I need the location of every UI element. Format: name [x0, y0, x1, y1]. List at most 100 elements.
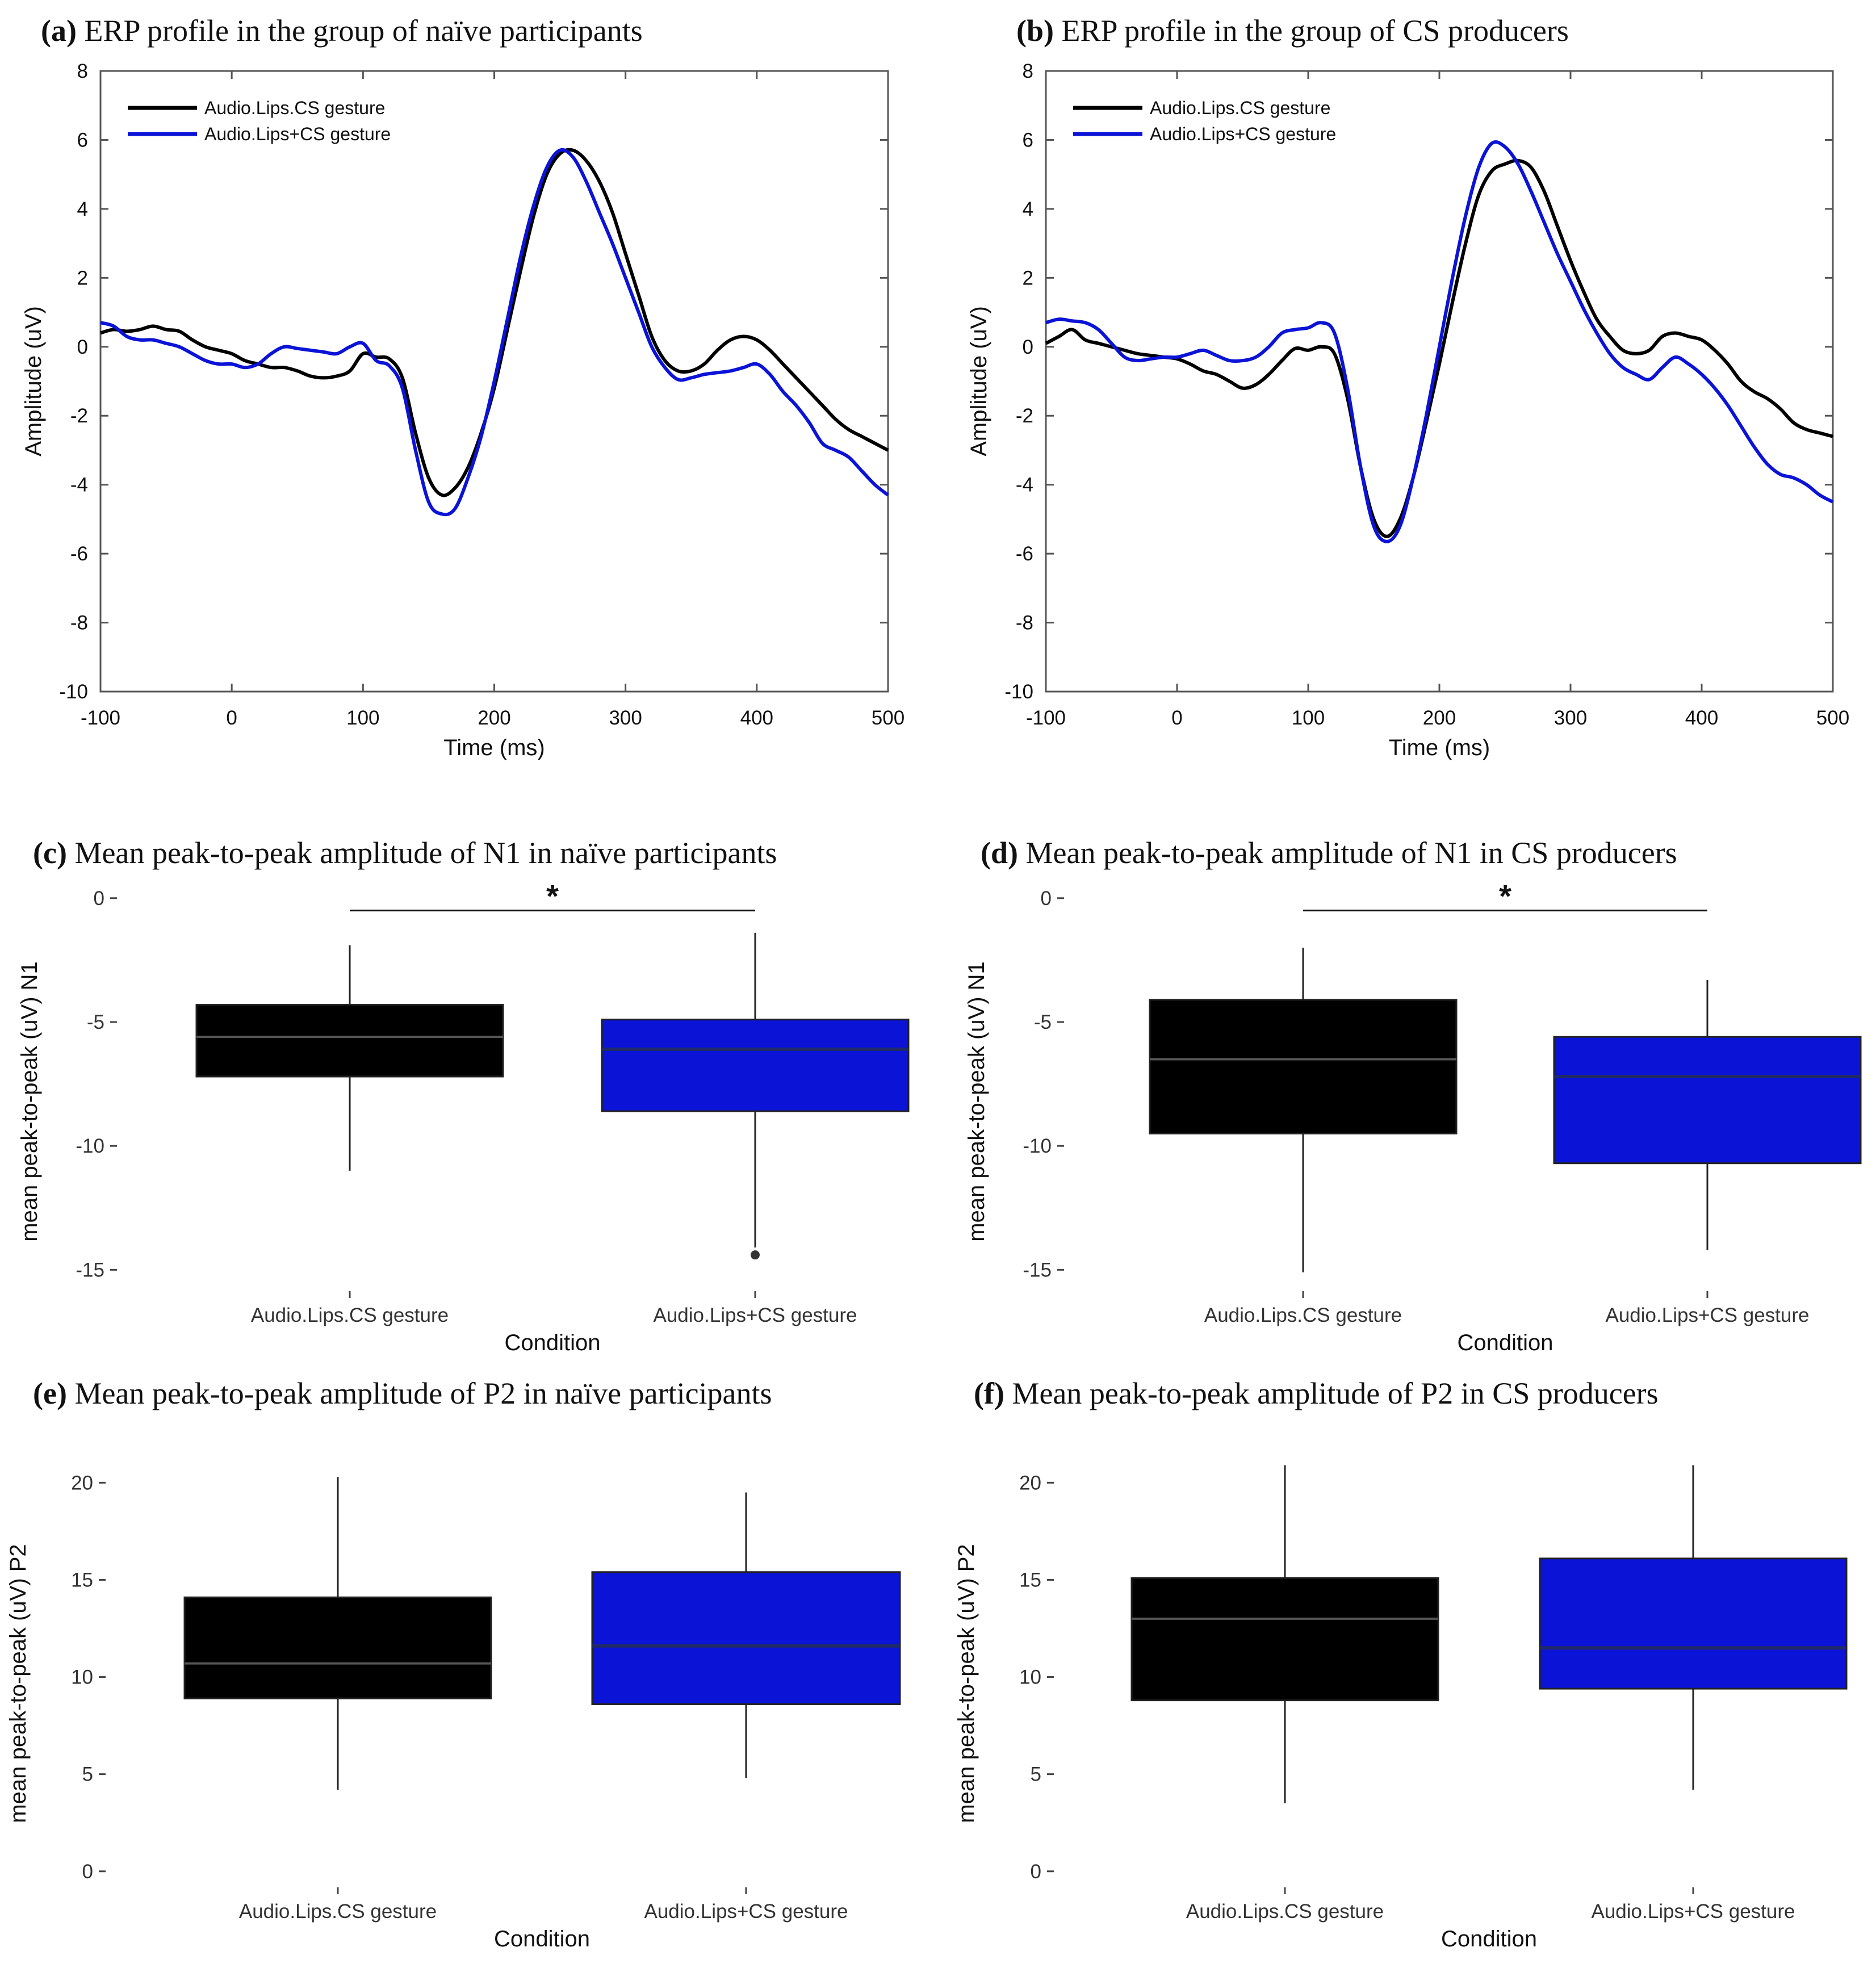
y-axis-label: mean peak-to-peak (uV) N1 — [17, 961, 42, 1242]
y-tick-label: 0 — [1041, 887, 1052, 910]
plot-frame — [1045, 70, 1834, 693]
y-tick-label: 4 — [1023, 198, 1033, 220]
panel-e: (e) Mean peak-to-peak amplitude of P2 in… — [6, 1376, 901, 1952]
y-tick-label: -2 — [70, 405, 88, 427]
panel-label: (e) — [33, 1376, 67, 1410]
y-tick-label: -10 — [59, 681, 88, 703]
y-tick-label: 2 — [77, 267, 88, 289]
panel-title-text: ERP profile in the group of naïve partic… — [77, 14, 643, 48]
panel-label: (c) — [33, 836, 67, 870]
y-tick-label: 6 — [1023, 129, 1033, 151]
x-axis-label: Time (ms) — [1389, 735, 1490, 760]
x-axis-label: Condition — [494, 1927, 590, 1952]
panel-label: (f) — [974, 1376, 1004, 1410]
x-axis-label: Condition — [1441, 1927, 1537, 1952]
legend-label: Audio.Lips.CS gesture — [204, 98, 385, 118]
y-tick-label: -4 — [1016, 474, 1033, 496]
series-line-audio-lips-plus-cs — [1045, 140, 1834, 543]
legend-label: Audio.Lips+CS gesture — [204, 124, 391, 144]
box-audio-lips-cs — [195, 1003, 504, 1078]
x-tick-label: 300 — [609, 707, 642, 729]
y-tick-label: -6 — [1016, 543, 1033, 565]
y-tick-label: 6 — [77, 129, 88, 151]
y-tick-label: -8 — [1016, 612, 1033, 634]
y-tick-label: -10 — [1004, 681, 1033, 703]
panel-title: (b) ERP profile in the group of CS produ… — [1016, 14, 1569, 48]
x-axis-label: Time (ms) — [443, 735, 545, 760]
y-axis-label: mean peak-to-peak (uV) P2 — [954, 1544, 979, 1823]
panel-b: (b) ERP profile in the group of CS produ… — [966, 14, 1849, 760]
y-tick-label: 8 — [77, 60, 88, 82]
outlier-point — [751, 1250, 760, 1260]
x-tick-label: 200 — [478, 707, 510, 729]
y-tick-label: 0 — [82, 1861, 93, 1883]
x-tick-label: 0 — [226, 707, 237, 729]
y-tick-label: -4 — [70, 474, 88, 496]
y-tick-label: -10 — [1023, 1135, 1052, 1157]
x-tick-label: 0 — [1171, 707, 1182, 729]
panel-label: (a) — [41, 14, 77, 48]
y-tick-label: 5 — [1031, 1764, 1041, 1786]
significance-star: * — [546, 878, 559, 914]
x-tick-label: 300 — [1554, 707, 1587, 729]
series-line-audio-lips-cs — [1045, 158, 1833, 538]
panel-a: (a) ERP profile in the group of naïve pa… — [21, 14, 905, 760]
legend-label: Audio.Lips.CS gesture — [1150, 98, 1330, 118]
y-tick-label: 15 — [71, 1569, 93, 1591]
panel-c: (c) Mean peak-to-peak amplitude of N1 in… — [17, 836, 910, 1355]
x-tick-label: 400 — [740, 707, 773, 729]
box-audio-lips-plus-cs — [1539, 1557, 1848, 1690]
x-tick-label: Audio.Lips+CS gesture — [1592, 1900, 1795, 1923]
y-tick-label: 20 — [71, 1472, 93, 1494]
panel-title-text: ERP profile in the group of CS producers — [1054, 14, 1569, 48]
panel-title-text: Mean peak-to-peak amplitude of N1 in CS … — [1018, 836, 1677, 870]
y-tick-label: -5 — [1034, 1011, 1052, 1033]
panel-title: (a) ERP profile in the group of naïve pa… — [41, 14, 643, 48]
y-tick-label: 4 — [77, 198, 88, 220]
x-tick-label: Audio.Lips.CS gesture — [239, 1900, 437, 1923]
x-tick-label: 400 — [1685, 707, 1718, 729]
y-tick-label: -15 — [76, 1259, 104, 1281]
y-tick-label: -8 — [70, 612, 88, 634]
x-tick-label: Audio.Lips+CS gesture — [644, 1900, 848, 1923]
y-tick-label: 8 — [1023, 60, 1033, 82]
x-tick-label: Audio.Lips.CS gesture — [1186, 1900, 1384, 1923]
y-axis-label: mean peak-to-peak (uV) N1 — [964, 961, 989, 1242]
y-tick-label: -5 — [87, 1011, 104, 1033]
y-tick-label: 20 — [1019, 1472, 1041, 1494]
panel-title-text: Mean peak-to-peak amplitude of N1 in naï… — [67, 836, 777, 870]
x-tick-label: Audio.Lips.CS gesture — [1204, 1304, 1402, 1326]
panel-d: (d) Mean peak-to-peak amplitude of N1 in… — [964, 836, 1862, 1355]
panel-label: (d) — [981, 836, 1018, 870]
box-audio-lips-cs — [1149, 999, 1458, 1134]
y-tick-label: 0 — [94, 887, 104, 910]
y-tick-label: -2 — [1016, 405, 1033, 427]
x-tick-label: -100 — [1026, 707, 1066, 729]
panel-title: (e) Mean peak-to-peak amplitude of P2 in… — [33, 1376, 772, 1410]
x-tick-label: Audio.Lips.CS gesture — [251, 1304, 449, 1326]
panel-title: (d) Mean peak-to-peak amplitude of N1 in… — [981, 836, 1677, 870]
panel-title: (f) Mean peak-to-peak amplitude of P2 in… — [974, 1376, 1659, 1410]
y-tick-label: 10 — [1019, 1666, 1041, 1689]
x-axis-label: Condition — [1457, 1330, 1553, 1355]
panel-title: (c) Mean peak-to-peak amplitude of N1 in… — [33, 836, 777, 870]
box-audio-lips-plus-cs — [601, 1019, 910, 1112]
y-axis-label: Amplitude (uV) — [966, 306, 991, 457]
y-tick-label: 0 — [1023, 336, 1033, 358]
panel-title-text: Mean peak-to-peak amplitude of P2 in CS … — [1004, 1376, 1659, 1410]
significance-star: * — [1499, 878, 1511, 914]
x-axis-label: Condition — [504, 1330, 600, 1355]
panel-f: (f) Mean peak-to-peak amplitude of P2 in… — [954, 1376, 1848, 1952]
x-tick-label: -100 — [81, 707, 120, 729]
y-tick-label: 0 — [1031, 1861, 1041, 1883]
y-tick-label: 0 — [77, 336, 88, 358]
x-tick-label: Audio.Lips+CS gesture — [654, 1304, 857, 1326]
y-tick-label: 10 — [71, 1666, 93, 1689]
y-tick-label: -15 — [1023, 1259, 1052, 1281]
y-axis-label: Amplitude (uV) — [21, 306, 46, 457]
x-tick-label: 100 — [1292, 707, 1325, 729]
box-audio-lips-plus-cs — [1553, 1036, 1862, 1165]
x-tick-label: Audio.Lips+CS gesture — [1606, 1304, 1810, 1326]
x-tick-label: 200 — [1423, 707, 1456, 729]
